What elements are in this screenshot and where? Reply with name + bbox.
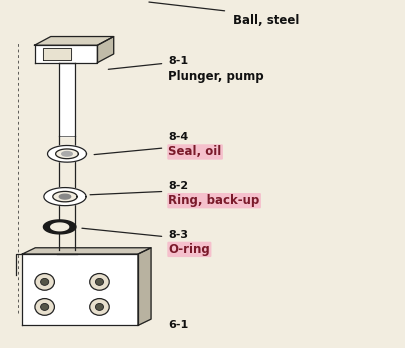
Circle shape bbox=[40, 303, 49, 310]
Text: O-ring: O-ring bbox=[168, 243, 210, 256]
Polygon shape bbox=[22, 248, 151, 254]
Text: 8-3: 8-3 bbox=[168, 230, 188, 240]
Circle shape bbox=[35, 299, 54, 315]
Text: 8-2: 8-2 bbox=[168, 181, 188, 191]
Polygon shape bbox=[43, 48, 71, 60]
Polygon shape bbox=[138, 248, 151, 325]
Polygon shape bbox=[53, 191, 77, 202]
Polygon shape bbox=[97, 37, 113, 63]
Text: Seal, oil: Seal, oil bbox=[168, 145, 221, 158]
Polygon shape bbox=[34, 45, 97, 63]
Circle shape bbox=[95, 303, 103, 310]
Polygon shape bbox=[55, 149, 78, 159]
Polygon shape bbox=[22, 254, 138, 325]
Polygon shape bbox=[44, 188, 86, 206]
Text: Ring, back-up: Ring, back-up bbox=[168, 194, 259, 207]
Polygon shape bbox=[34, 37, 113, 45]
Circle shape bbox=[35, 274, 54, 290]
Polygon shape bbox=[43, 220, 76, 234]
Circle shape bbox=[90, 299, 109, 315]
Circle shape bbox=[90, 274, 109, 290]
Polygon shape bbox=[51, 223, 68, 231]
Circle shape bbox=[40, 278, 49, 285]
Text: 8-1: 8-1 bbox=[168, 56, 188, 66]
Text: Ball, steel: Ball, steel bbox=[233, 14, 299, 27]
Circle shape bbox=[95, 278, 103, 285]
Polygon shape bbox=[62, 152, 72, 156]
Text: 6-1: 6-1 bbox=[168, 320, 188, 330]
Text: 8-4: 8-4 bbox=[168, 132, 188, 142]
Polygon shape bbox=[59, 63, 75, 136]
Text: Plunger, pump: Plunger, pump bbox=[168, 70, 264, 82]
Polygon shape bbox=[47, 145, 86, 162]
Polygon shape bbox=[59, 194, 70, 199]
